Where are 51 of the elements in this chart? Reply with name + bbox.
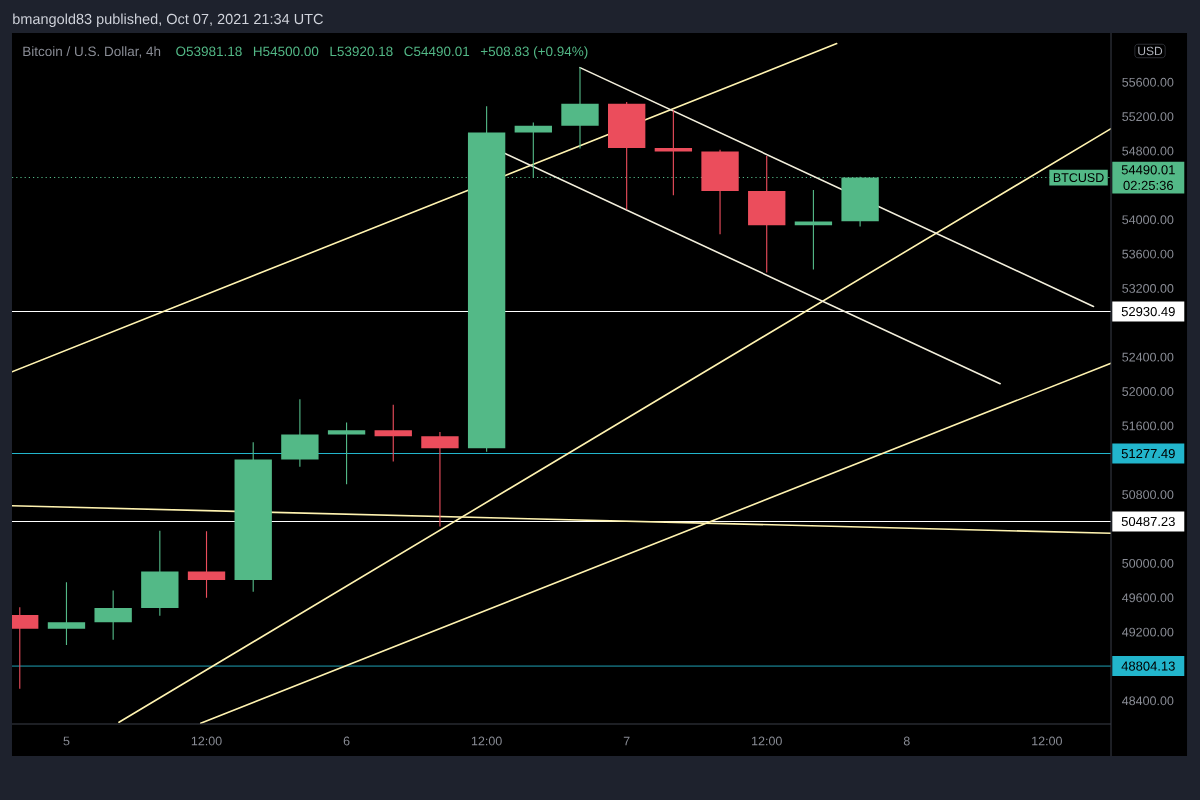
y-tick-label: 55200.00 [1122, 112, 1174, 122]
text: Bitcoin / U.S. Dollar, 4h [23, 46, 161, 58]
y-tick-label: 54000.00 [1122, 215, 1174, 225]
ref-line-label: 48804.13 [1121, 661, 1175, 671]
x-tick-label: 12:00 [191, 736, 222, 746]
candlestick [94, 590, 132, 640]
ref-line-label: 50487.23 [1121, 516, 1175, 527]
candlestick [561, 67, 599, 149]
y-tick-label: 55600.00 [1122, 77, 1174, 87]
x-tick-label: 12:00 [471, 736, 502, 746]
candlestick [281, 399, 319, 467]
x-tick-label: 8 [903, 736, 910, 746]
candlestick [47, 582, 86, 645]
annotation: L53920.18 [330, 46, 393, 57]
x-tick-label: 12:00 [752, 736, 782, 746]
y-tick-label: 50800.00 [1122, 490, 1174, 500]
y-tick-label: 49200.00 [1122, 627, 1174, 637]
y-tick-label: 52400.00 [1122, 352, 1174, 362]
candlestick [327, 422, 366, 485]
text: 02:25:36 [1123, 180, 1174, 190]
annotation: H54500.00 [253, 46, 319, 57]
y-tick-label: 53600.00 [1122, 249, 1174, 259]
candlestick [141, 530, 179, 616]
chart-title: bmangold83 published, Oct 07, 2021 21:34 UTC [13, 13, 323, 27]
candlestick [234, 442, 272, 592]
x-tick-label: 5 [63, 736, 70, 746]
x-tick-label: 6 [343, 736, 350, 746]
y-tick-label: 49600.00 [1122, 593, 1174, 603]
candlestick [701, 149, 739, 235]
candlestick [187, 531, 226, 598]
candlestick [748, 156, 786, 273]
annotation: BTCUSD [1053, 173, 1104, 183]
x-tick-label: 12:00 [1032, 736, 1062, 746]
y-tick-label: 54800.00 [1122, 146, 1174, 156]
ref-line-label: 52930.49 [1121, 306, 1175, 317]
y-axis-title: USD [1138, 46, 1163, 56]
y-tick-label: 51600.00 [1122, 421, 1174, 431]
y-tick-label: 48400.00 [1122, 696, 1174, 706]
candlestick [421, 431, 459, 527]
candlestick [374, 404, 412, 462]
y-tick-label: 52000.00 [1122, 387, 1174, 396]
y-tick-label: 50000.00 [1122, 558, 1174, 568]
ref-line-label: 54490.01 [1121, 165, 1175, 175]
candlestick [794, 190, 833, 270]
y-tick-label: 53200.00 [1122, 283, 1174, 293]
x-tick-label: 7 [623, 736, 630, 746]
ref-line-label: 51277.49 [1121, 448, 1175, 459]
annotation: O53981.18 [176, 46, 242, 57]
annotation: +508.83 (+0.94%) [480, 46, 588, 59]
annotation: C54490.01 [404, 46, 470, 57]
candlestick [608, 102, 646, 210]
